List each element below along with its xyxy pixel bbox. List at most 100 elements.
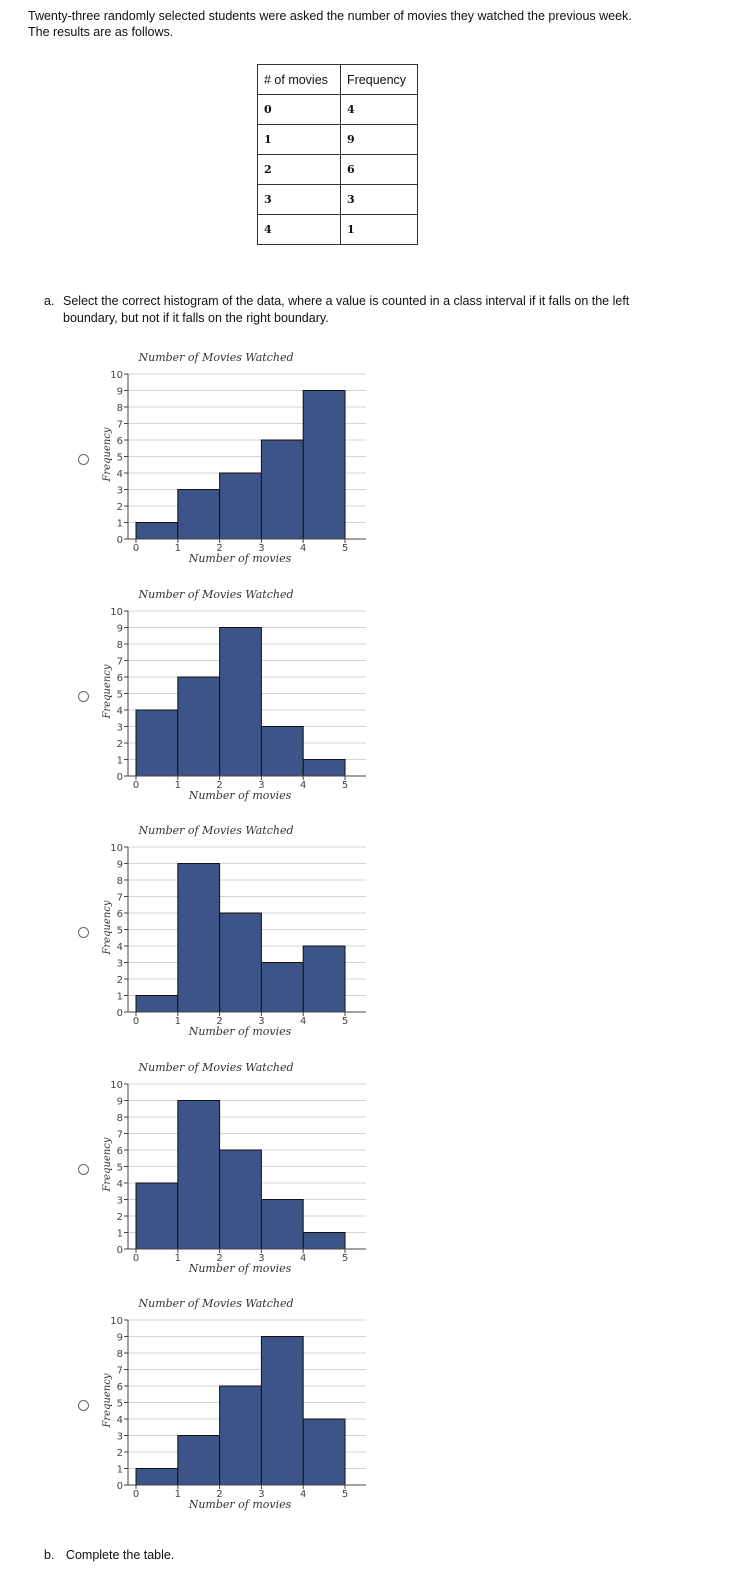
x-tick-label: 0: [133, 780, 139, 791]
x-tick-label: 0: [133, 543, 139, 554]
x-tick-label: 2: [216, 543, 222, 554]
histogram-option-3[interactable]: Number of Movies Watched 0 1 2 3 4 5 6 7 8 9 10 0 1 2 3…: [78, 821, 398, 1051]
histogram-option-5[interactable]: Number of Movies Watched 0 1 2 3 4 5 6 7 8 9 10 0 1 2 3…: [78, 1294, 398, 1524]
x-axis-label: Number of movies: [188, 1262, 292, 1275]
y-tick-label: 6: [117, 436, 123, 447]
y-tick-label: 8: [117, 876, 123, 887]
histogram-option-4[interactable]: Number of Movies Watched 0 1 2 3 4 5 6 7 8 9 10 0 1 2 3…: [78, 1058, 398, 1288]
histogram-chart-5: Number of Movies Watched 0 1 2 3 4 5 6 7 8 9 10 0 1 2 3…: [102, 1297, 366, 1511]
y-tick-label: 3: [117, 1432, 123, 1443]
y-tick-label: 7: [117, 657, 123, 668]
histogram-chart-3: Number of Movies Watched 0 1 2 3 4 5 6 7 8 9 10 0 1 2 3…: [102, 824, 366, 1038]
y-tick-label: 0: [117, 772, 123, 783]
histogram-bar: [219, 1149, 262, 1250]
y-tick-label: 4: [117, 942, 123, 953]
radio-option-3[interactable]: [78, 927, 89, 938]
intro-line-2: The results are as follows.: [28, 25, 174, 39]
x-tick-label: 0: [133, 1253, 139, 1264]
histogram-option-2[interactable]: Number of Movies Watched 0 1 2 3 4 5 6 7 8 9 10 0 1 2 3…: [78, 585, 398, 815]
cell-frequency: 6: [340, 154, 418, 185]
histogram-option-1[interactable]: Number of Movies Watched 0 1 2 3 4 5 6 7 8 9 10 0 1 2 3…: [78, 348, 398, 578]
x-tick-label: 2: [216, 1489, 222, 1500]
y-axis-label: Frequency: [102, 900, 113, 955]
y-tick-label: 8: [117, 403, 123, 414]
histogram-bar: [302, 1418, 346, 1486]
y-tick-label: 1: [117, 992, 123, 1003]
y-tick-label: 7: [117, 420, 123, 431]
cell-frequency: 1: [340, 214, 418, 245]
y-tick-label: 0: [117, 1245, 123, 1256]
radio-option-4[interactable]: [78, 1164, 89, 1175]
x-tick-label: 1: [175, 543, 181, 554]
chart-title: Number of Movies Watched: [137, 1297, 293, 1310]
histogram-bar: [302, 945, 346, 1013]
x-tick-label: 0: [133, 1016, 139, 1027]
y-tick-label: 4: [117, 706, 123, 717]
histogram-bar: [177, 489, 221, 540]
x-tick-label: 3: [258, 1016, 264, 1027]
histogram-bar: [135, 1468, 179, 1486]
y-axis-label: Frequency: [102, 1137, 113, 1192]
y-tick-label: 10: [110, 370, 123, 381]
cell-frequency: 9: [340, 124, 418, 155]
y-tick-label: 0: [117, 1481, 123, 1492]
radio-option-5[interactable]: [78, 1400, 89, 1411]
y-tick-label: 5: [117, 690, 123, 701]
y-tick-label: 4: [117, 469, 123, 480]
histogram-bar: [135, 522, 179, 540]
cell-frequency: 4: [340, 94, 418, 125]
intro-line-1: Twenty-three randomly selected students …: [28, 9, 632, 23]
question-a-text: Select the correct histogram of the data…: [63, 294, 630, 325]
x-tick-label: 2: [216, 780, 222, 791]
x-tick-label: 1: [175, 1489, 181, 1500]
x-tick-label: 3: [258, 1489, 264, 1500]
cell-movies: 4: [257, 214, 341, 245]
y-tick-label: 8: [117, 1349, 123, 1360]
radio-option-1[interactable]: [78, 454, 89, 465]
histogram-bar: [219, 1385, 262, 1486]
y-tick-label: 7: [117, 1366, 123, 1377]
y-axis-label: Frequency: [102, 427, 113, 482]
x-tick-label: 1: [175, 780, 181, 791]
y-tick-label: 1: [117, 519, 123, 530]
y-tick-label: 1: [117, 1229, 123, 1240]
histogram-bar: [260, 962, 304, 1013]
x-tick-label: 4: [300, 543, 306, 554]
histogram-chart-4: Number of Movies Watched 0 1 2 3 4 5 6 7 8 9 10 0 1 2 3…: [102, 1061, 366, 1275]
histogram-bar: [135, 1182, 179, 1250]
x-axis-label: Number of movies: [188, 789, 292, 802]
radio-option-2[interactable]: [78, 691, 89, 702]
y-tick-label: 3: [117, 486, 123, 497]
y-tick-label: 10: [110, 1316, 123, 1327]
x-tick-label: 5: [342, 543, 348, 554]
y-tick-label: 2: [117, 502, 123, 513]
cell-movies: 1: [257, 124, 341, 155]
y-tick-label: 7: [117, 1130, 123, 1141]
histogram-bar: [219, 472, 262, 540]
y-axis-label: Frequency: [102, 664, 113, 719]
y-tick-label: 5: [117, 453, 123, 464]
x-tick-label: 5: [342, 780, 348, 791]
y-tick-label: 1: [117, 1465, 123, 1476]
chart-title: Number of Movies Watched: [137, 351, 293, 364]
header-num-movies: # of movies: [257, 64, 341, 95]
y-tick-label: 9: [117, 387, 123, 398]
y-tick-label: 2: [117, 739, 123, 750]
y-tick-label: 4: [117, 1415, 123, 1426]
y-tick-label: 9: [117, 860, 123, 871]
histogram-bar: [219, 912, 262, 1013]
question-b-text: Complete the table.: [65, 1548, 175, 1562]
x-tick-label: 3: [258, 543, 264, 554]
y-tick-label: 2: [117, 1212, 123, 1223]
histogram-bar: [302, 1232, 346, 1250]
histogram-chart-2: Number of Movies Watched 0 1 2 3 4 5 6 7 8 9 10 0 1 2 3…: [102, 588, 366, 802]
header-frequency: Frequency: [340, 64, 418, 95]
y-tick-label: 9: [117, 1333, 123, 1344]
histogram-bar: [177, 1435, 221, 1486]
y-tick-label: 6: [117, 1382, 123, 1393]
y-tick-label: 5: [117, 1399, 123, 1410]
